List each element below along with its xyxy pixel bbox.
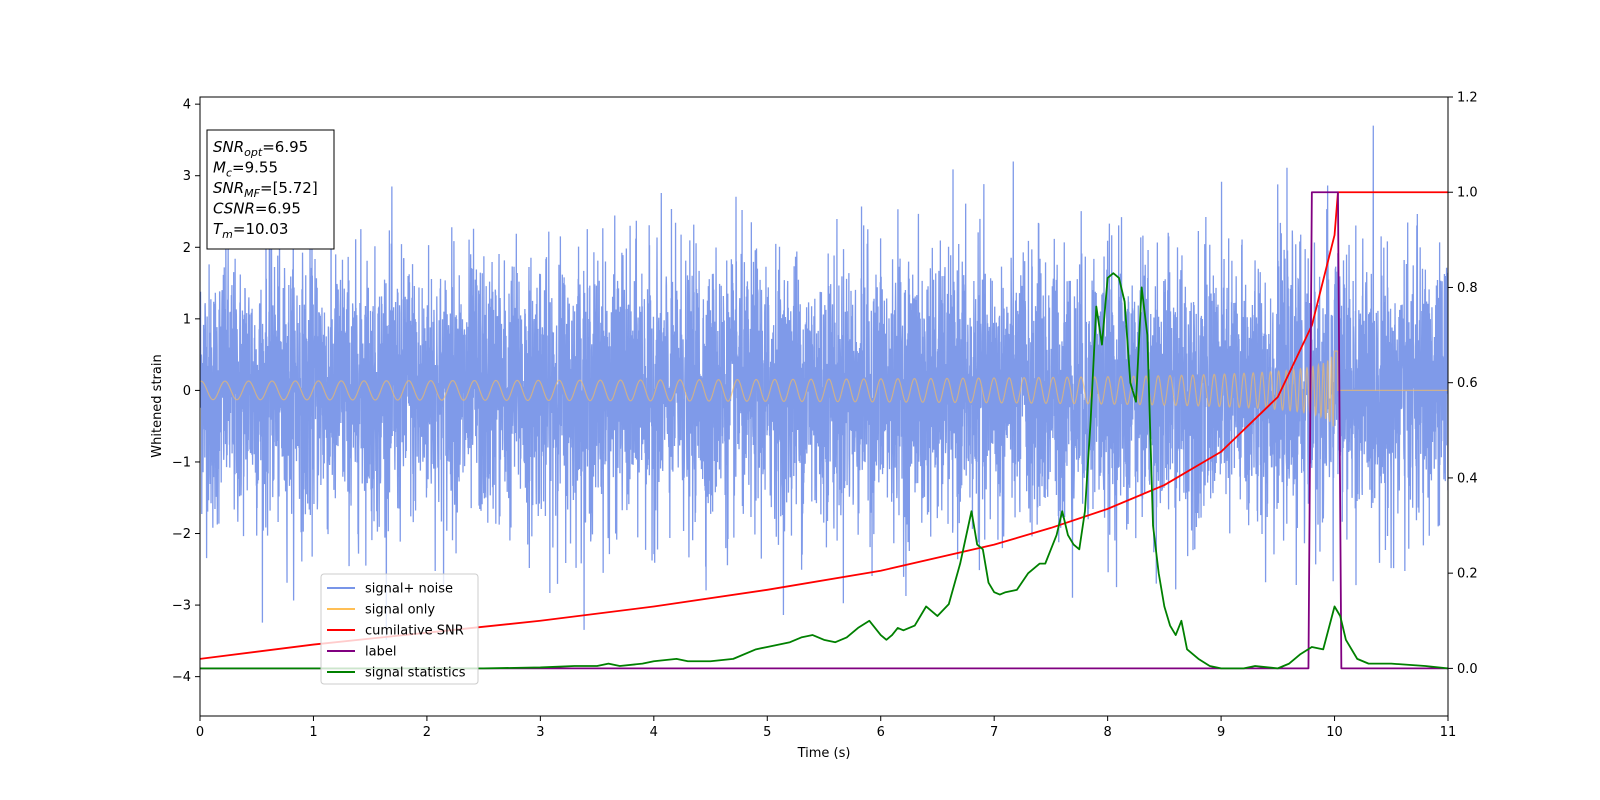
y-left-tick-label: 2: [183, 241, 191, 256]
y-left-tick-label: −2: [172, 527, 191, 542]
annotation-value: =10.03: [233, 220, 289, 238]
annotation-symbol: SNR: [213, 138, 244, 156]
y-right-tick-label: 0.2: [1457, 567, 1478, 582]
annotation-value: =6.95: [255, 200, 301, 218]
x-tick-label: 9: [1217, 725, 1225, 740]
annotation-subscript: c: [226, 167, 232, 180]
series-layer: [200, 125, 1448, 670]
y-left-tick-label: 3: [183, 169, 191, 184]
legend: signal+ noise signal only cumilative SNR la…: [320, 573, 479, 685]
x-tick-label: 11: [1440, 725, 1457, 740]
x-tick-label: 7: [990, 725, 998, 740]
y-axis-label: Whitened strain: [150, 354, 165, 457]
legend-label: label: [365, 645, 396, 660]
annotation-line: Mc=9.55: [213, 159, 278, 180]
x-tick-label: 5: [763, 725, 771, 740]
y-right-tick-label: 1.2: [1457, 91, 1478, 106]
series-cumulative-snr: [200, 191, 1448, 660]
annotation-symbol: CSNR: [213, 200, 255, 218]
y-right-tick-label: 0.4: [1457, 471, 1478, 486]
x-tick-label: 3: [536, 725, 544, 740]
annotation-value: =6.95: [262, 138, 308, 156]
annotation-subscript: opt: [244, 146, 263, 159]
annotation-value: =9.55: [232, 159, 278, 177]
series-signal-only: [200, 350, 1448, 427]
annotation-symbol: SNR: [213, 179, 244, 197]
annotation-value: =[5.72]: [260, 179, 318, 197]
y-left-tick-label: −3: [172, 599, 191, 614]
x-axis-label: Time (s): [797, 746, 851, 761]
legend-label: signal+ noise: [365, 582, 453, 597]
annotation-line: Tm=10.03: [213, 220, 288, 241]
y-left-tick-label: −1: [172, 455, 191, 470]
y-right-tick-label: 1.0: [1457, 186, 1478, 201]
x-tick-label: 6: [877, 725, 885, 740]
x-tick-label: 4: [650, 725, 658, 740]
annotation-subscript: MF: [244, 187, 260, 200]
x-tick-label: 1: [309, 725, 317, 740]
x-tick-label: 0: [196, 725, 204, 740]
annotation-subscript: m: [222, 228, 233, 241]
x-tick-label: 8: [1103, 725, 1111, 740]
annotation-line: SNRopt=6.95: [213, 138, 308, 159]
y-left-tick-label: 1: [183, 312, 191, 327]
annotation-line: SNRMF=[5.72]: [213, 179, 318, 200]
legend-frame: [320, 573, 479, 685]
annotation-line: CSNR=6.95: [213, 200, 301, 218]
series-signal-statistics: [200, 272, 1448, 670]
ticks-layer: 0 1 2 3 4 5 6 7 8 9 10 11 −4 −3 −2 −1 0 1 2 3 4 0.0 0.2 0.4 0.6 0…: [172, 91, 1478, 741]
annotation-symbol: M: [213, 159, 226, 177]
x-tick-label: 10: [1326, 725, 1343, 740]
legend-label: cumilative SNR: [365, 624, 464, 639]
annotation-frame: [206, 129, 335, 250]
y-right-tick-label: 0.6: [1457, 376, 1478, 391]
plot-frame: [199, 96, 1449, 717]
y-left-tick-label: 0: [183, 384, 191, 399]
y-right-tick-label: 0.0: [1457, 662, 1478, 677]
y-left-tick-label: 4: [183, 98, 191, 113]
x-tick-label: 2: [423, 725, 431, 740]
y-left-tick-label: −4: [172, 670, 191, 685]
annotation-box: SNRopt=6.95Mc=9.55SNRMF=[5.72]CSNR=6.95T…: [206, 129, 335, 250]
series-label: [200, 191, 1448, 670]
y-right-tick-label: 0.8: [1457, 281, 1478, 296]
annotation-symbol: T: [213, 220, 224, 238]
legend-label: signal only: [365, 603, 435, 618]
legend-label: signal statistics: [365, 666, 466, 681]
